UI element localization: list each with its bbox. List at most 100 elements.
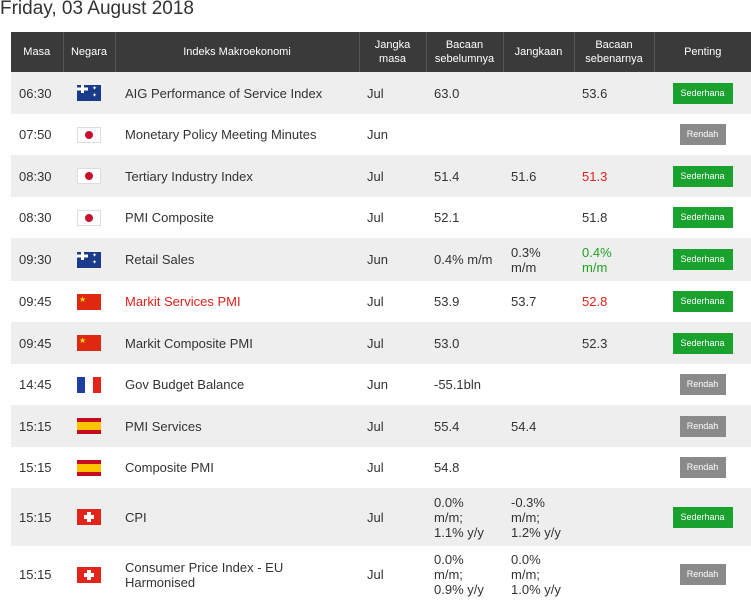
- time-cell: 09:30: [11, 238, 63, 281]
- period-cell: Jun: [359, 238, 426, 281]
- indicator-name[interactable]: PMI Services: [115, 405, 359, 447]
- spain-flag-icon: [77, 418, 101, 435]
- importance-badge: Rendah: [679, 457, 726, 478]
- time-cell: 08:30: [11, 197, 63, 238]
- forecast-cell: [503, 322, 574, 364]
- header-country: Negara: [62, 32, 115, 72]
- forecast-cell: [503, 364, 574, 405]
- actual-cell: 51.8: [574, 197, 654, 238]
- time-cell: 15:15: [11, 447, 63, 488]
- forecast-cell: -0.3% m/m; 1.2% y/y: [503, 488, 574, 546]
- actual-cell: [574, 364, 654, 405]
- forecast-cell: [503, 197, 574, 238]
- previous-cell: 52.1: [426, 197, 503, 238]
- table-row[interactable]: 09:45 Markit Composite PMI Jul 53.0 52.3…: [11, 322, 751, 364]
- forecast-cell: [503, 114, 574, 155]
- previous-cell: 0.4% m/m: [426, 238, 503, 281]
- importance-badge: Sederhana: [672, 506, 733, 528]
- indicator-name[interactable]: Retail Sales: [115, 238, 359, 281]
- previous-cell: 55.4: [426, 405, 503, 447]
- indicator-name[interactable]: AIG Performance of Service Index: [115, 72, 359, 114]
- actual-cell: [574, 447, 654, 488]
- time-cell: 14:45: [11, 364, 63, 405]
- indicator-name[interactable]: CPI: [115, 488, 359, 546]
- header-previous: Bacaan sebelumnya: [425, 32, 503, 72]
- time-cell: 08:30: [11, 155, 63, 197]
- importance-badge: Sederhana: [672, 332, 733, 354]
- previous-cell: 51.4: [426, 155, 503, 197]
- importance-badge: Sederhana: [672, 165, 733, 187]
- indicator-name[interactable]: Consumer Price Index - EU Harmonised: [115, 546, 359, 603]
- actual-cell: 53.6: [574, 72, 654, 114]
- previous-cell: 54.8: [426, 447, 503, 488]
- actual-cell: 52.3: [574, 322, 654, 364]
- forecast-cell: 51.6: [503, 155, 574, 197]
- indicator-name[interactable]: Gov Budget Balance: [115, 364, 359, 405]
- actual-cell: [574, 488, 654, 546]
- period-cell: Jul: [359, 447, 426, 488]
- time-cell: 15:15: [11, 405, 63, 447]
- economic-calendar-table: Masa Negara Indeks Makroekonomi Jangka m…: [11, 32, 751, 603]
- period-cell: Jul: [359, 546, 426, 603]
- table-row[interactable]: 06:30 AIG Performance of Service Index J…: [11, 72, 751, 114]
- forecast-cell: 0.0% m/m; 1.0% y/y: [503, 546, 574, 603]
- header-time: Masa: [11, 32, 63, 72]
- previous-cell: 63.0: [426, 72, 503, 114]
- indicator-name[interactable]: Markit Composite PMI: [115, 322, 359, 364]
- indicator-name[interactable]: Tertiary Industry Index: [115, 155, 359, 197]
- actual-cell: 52.8: [574, 281, 654, 322]
- period-cell: Jul: [359, 488, 426, 546]
- actual-cell: [574, 114, 654, 155]
- importance-badge: Rendah: [679, 564, 726, 585]
- indicator-name[interactable]: Markit Services PMI: [115, 281, 359, 322]
- previous-cell: [426, 114, 503, 155]
- importance-badge: Sederhana: [672, 207, 733, 228]
- importance-badge: Sederhana: [672, 249, 733, 270]
- forecast-cell: 54.4: [503, 405, 574, 447]
- time-cell: 15:15: [11, 488, 63, 546]
- table-row[interactable]: 08:30 PMI Composite Jul 52.1 51.8 Sederh…: [11, 197, 751, 238]
- header-indicator: Indeks Makroekonomi: [114, 32, 359, 72]
- table-row[interactable]: 14:45 Gov Budget Balance Jun -55.1bln Re…: [11, 364, 751, 405]
- header-actual: Bacaan sebenarnya: [573, 32, 654, 72]
- time-cell: 09:45: [11, 281, 63, 322]
- australia-flag-icon: [77, 251, 101, 268]
- table-row[interactable]: 09:45 Markit Services PMI Jul 53.9 53.7 …: [11, 281, 751, 322]
- previous-cell: 53.9: [426, 281, 503, 322]
- indicator-name[interactable]: Monetary Policy Meeting Minutes: [115, 114, 359, 155]
- time-cell: 15:15: [11, 546, 63, 603]
- indicator-name[interactable]: Composite PMI: [115, 447, 359, 488]
- forecast-cell: 53.7: [503, 281, 574, 322]
- spain-flag-icon: [77, 459, 101, 476]
- previous-cell: -55.1bln: [426, 364, 503, 405]
- table-row[interactable]: 08:30 Tertiary Industry Index Jul 51.4 5…: [11, 155, 751, 197]
- importance-badge: Rendah: [679, 415, 726, 437]
- china-flag-icon: [77, 293, 101, 310]
- table-row[interactable]: 15:15 Consumer Price Index - EU Harmonis…: [11, 546, 751, 603]
- table-row[interactable]: 15:15 CPI Jul 0.0% m/m; 1.1% y/y -0.3% m…: [11, 488, 751, 546]
- time-cell: 07:50: [11, 114, 63, 155]
- table-row[interactable]: 09:30 Retail Sales Jun 0.4% m/m 0.3% m/m…: [11, 238, 751, 281]
- time-cell: 06:30: [11, 72, 63, 114]
- forecast-cell: [503, 447, 574, 488]
- forecast-cell: [503, 72, 574, 114]
- table-row[interactable]: 15:15 PMI Services Jul 55.4 54.4 Rendah: [11, 405, 751, 447]
- forecast-cell: 0.3% m/m: [503, 238, 574, 281]
- previous-cell: 53.0: [426, 322, 503, 364]
- time-cell: 09:45: [11, 322, 63, 364]
- indicator-name[interactable]: PMI Composite: [115, 197, 359, 238]
- japan-flag-icon: [77, 126, 101, 143]
- france-flag-icon: [77, 376, 101, 393]
- table-row[interactable]: 15:15 Composite PMI Jul 54.8 Rendah: [11, 447, 751, 488]
- period-cell: Jul: [359, 155, 426, 197]
- japan-flag-icon: [77, 209, 101, 226]
- previous-cell: 0.0% m/m; 0.9% y/y: [426, 546, 503, 603]
- actual-cell: [574, 405, 654, 447]
- australia-flag-icon: [77, 85, 101, 102]
- previous-cell: 0.0% m/m; 1.1% y/y: [426, 488, 503, 546]
- actual-cell: 51.3: [574, 155, 654, 197]
- table-row[interactable]: 07:50 Monetary Policy Meeting Minutes Ju…: [11, 114, 751, 155]
- switzerland-flag-icon: [77, 509, 101, 526]
- importance-badge: Rendah: [679, 374, 726, 395]
- period-cell: Jul: [359, 405, 426, 447]
